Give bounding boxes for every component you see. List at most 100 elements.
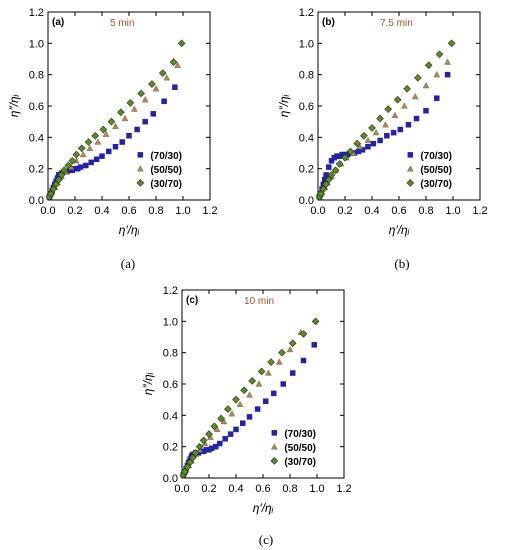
y-tick-label: 1.0 [29, 38, 44, 50]
data-point [257, 367, 266, 376]
data-point [72, 150, 81, 159]
data-point [327, 171, 336, 179]
data-point [316, 189, 325, 198]
legend-marker [270, 457, 279, 465]
data-point [68, 157, 77, 165]
data-point [233, 426, 239, 433]
legend-marker [407, 152, 414, 158]
x-tick-label: 0.4 [94, 205, 109, 217]
y-tick-label: 0.0 [29, 195, 44, 207]
data-point [240, 386, 248, 395]
caption-a: (a) [120, 256, 136, 271]
data-point [102, 130, 110, 137]
data-point [121, 114, 129, 122]
data-point [46, 189, 55, 198]
data-point [255, 380, 263, 387]
data-point [107, 117, 116, 126]
data-point [224, 405, 232, 413]
legend-entry: (30/70) [150, 179, 182, 190]
data-point [228, 410, 236, 417]
data-point [88, 159, 94, 166]
data-point [64, 161, 73, 170]
data-point [331, 166, 340, 175]
legend-entry: (30/70) [284, 457, 316, 468]
data-point [341, 153, 349, 162]
data-point [49, 185, 58, 193]
y-tick-label: 0.4 [29, 132, 44, 144]
data-point [254, 406, 261, 412]
data-point [311, 342, 318, 348]
x-tick-label: 1.2 [472, 205, 487, 217]
data-point [232, 395, 240, 404]
legend-entry: (70/30) [420, 151, 452, 162]
y-tick-label: 0.6 [29, 101, 44, 113]
caption-b: (b) [394, 256, 410, 271]
data-point [289, 370, 296, 376]
legend-marker [137, 152, 144, 158]
chart-panel-b: 0.0 0.2 0.4 0.6 0.8 1.0 1.2 0.0 0.2 0.4 0.6 0.8 1.0 1… [277, 7, 488, 237]
data-point [84, 138, 93, 146]
data-point [137, 89, 145, 98]
data-point [376, 114, 384, 123]
legend-entry: (50/50) [150, 165, 182, 176]
chart-panel-a: 0.0 0.2 0.4 0.6 0.8 1.0 1.2 0.0 0.2 0.4 0.6 0.8 1.0 1… [7, 7, 218, 237]
data-point [213, 425, 221, 433]
data-point [57, 171, 66, 179]
data-point [365, 143, 371, 150]
data-point [246, 391, 253, 398]
data-point [299, 330, 308, 338]
data-point [188, 453, 197, 462]
data-point [326, 164, 332, 170]
time-label: 10 min [244, 296, 274, 307]
data-point [267, 358, 275, 366]
data-point [220, 417, 228, 425]
x-tick-label: 0.4 [364, 205, 379, 217]
x-tick-label: 0.6 [121, 205, 136, 217]
y-tick-label: 0.4 [163, 410, 178, 422]
data-point [99, 153, 105, 159]
y-tick-label: 0.2 [29, 164, 44, 176]
y-tick-label: 1.2 [163, 285, 178, 297]
data-point [311, 317, 320, 326]
data-point [148, 80, 156, 88]
y-tick-label: 0.2 [163, 442, 178, 454]
x-tick-label: 0.8 [282, 483, 297, 495]
data-point [414, 73, 422, 82]
data-point [424, 61, 433, 70]
data-point [93, 156, 100, 163]
data-point [377, 137, 383, 144]
data-point [370, 140, 377, 147]
data-point [359, 147, 366, 153]
data-point [391, 111, 399, 119]
legend-entry: (30/70) [420, 179, 452, 190]
x-tick-label: 1.0 [175, 205, 190, 217]
data-point [444, 71, 451, 78]
data-point [77, 164, 84, 170]
x-tick-label: 0.8 [148, 205, 163, 217]
data-point [280, 381, 286, 387]
data-point [346, 147, 355, 156]
caption-c: (c) [258, 532, 274, 547]
data-point [278, 348, 286, 357]
y-tick-label: 0.8 [163, 348, 178, 360]
data-point [288, 339, 297, 348]
data-point [393, 95, 402, 104]
data-point [390, 129, 397, 136]
series-diamond [45, 39, 186, 201]
y-axis-title: η″/ηᵢ [7, 94, 21, 117]
data-point [265, 369, 272, 376]
data-point [77, 144, 86, 153]
data-point [131, 105, 138, 112]
data-point [54, 175, 63, 184]
data-point [119, 139, 125, 145]
x-tick-label: 1.0 [309, 483, 324, 495]
y-tick-label: 0.6 [163, 379, 178, 391]
y-tick-label: 0.8 [299, 70, 314, 82]
data-point [152, 85, 160, 92]
legend-marker [271, 430, 278, 436]
data-point [213, 443, 219, 450]
data-point [335, 160, 344, 168]
data-point [94, 138, 102, 145]
time-label: 7.5 min [380, 18, 413, 29]
